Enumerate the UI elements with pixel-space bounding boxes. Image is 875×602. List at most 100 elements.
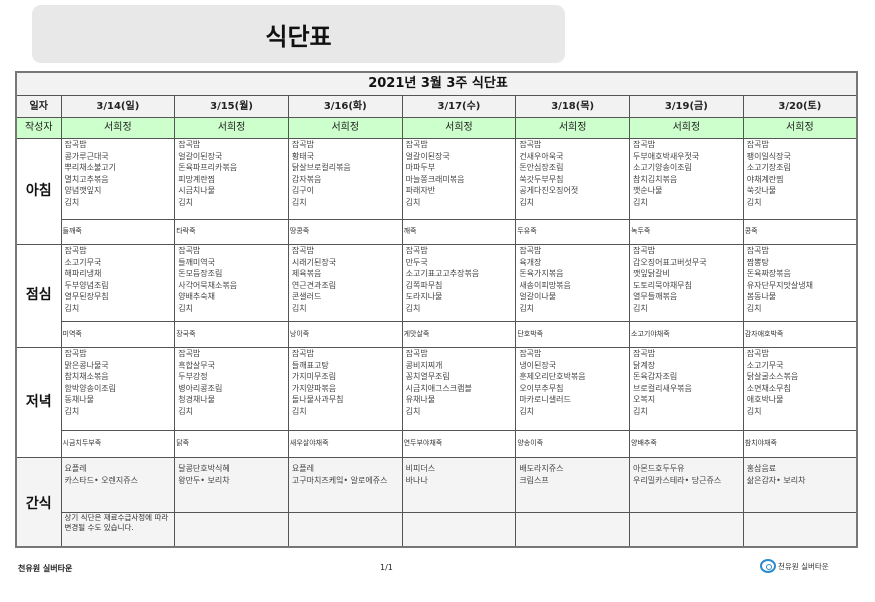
menu-item: 애호박나물	[746, 395, 784, 404]
menu-item: 우리밀카스테라• 당근쥬스	[633, 475, 722, 485]
author-label: 작성자	[15, 117, 62, 139]
menu-item: 김치	[633, 406, 648, 416]
menu-item: 뿌리채소불고기	[64, 163, 117, 172]
menu-item: 건새우아욱국	[519, 151, 564, 161]
menu-item: 잡곡밥	[291, 349, 314, 358]
menu-item: 잡곡밥	[746, 246, 769, 255]
lunch-porridge: 단호박죽	[515, 321, 631, 348]
breakfast-cell: 잡곡밥 얼갈이된장국 마파두부 마늘쫑크래미볶음 파래자반 김치	[401, 138, 517, 220]
dinner-cell: 잡곡밥 소고기무국 닭살굴소스볶음 소면채소무침 애호박나물 김치	[742, 347, 858, 431]
menu-item: 오복지	[633, 395, 656, 404]
menu-item: 삶은감자• 보리차	[746, 475, 806, 485]
dinner-porridge: 시금치두부죽	[60, 430, 176, 458]
menu-item: 돈육파프리카볶음	[178, 163, 238, 172]
menu-item: 얼갈이된장국	[178, 151, 223, 161]
table-title: 2021년 3월 3주 식단표	[15, 71, 858, 96]
menu-item: 김구이	[291, 186, 314, 195]
menu-item: 돌나물사과무침	[291, 395, 344, 404]
menu-item: 잡곡밥	[633, 246, 656, 255]
menu-item: 냉이된장국	[519, 360, 557, 370]
date-header: 3/20(토)	[742, 95, 858, 118]
dinner-cell: 잡곡밥 맑은콩나물국 참치채소볶음 함박양송이조림 동채나물 김치	[60, 347, 176, 431]
menu-item: 콩가루근대국	[64, 151, 109, 161]
breakfast-cell: 잡곡밥 건새우아욱국 돈안심장조림 쑥갓두부무침 공게다진오징어젓 김치	[515, 138, 631, 220]
empty-cell	[174, 512, 289, 548]
dinner-porridge: 닭죽	[174, 430, 289, 458]
menu-item: 깻순나물	[633, 186, 663, 195]
menu-item: 돈육가지볶음	[519, 269, 564, 278]
menu-item: 양념깻잎지	[64, 186, 102, 195]
menu-item: 들깨미역국	[178, 257, 216, 267]
dinner-cell: 잡곡밥 흑합살무국 두부강정 병아리콩조림 청경채나물 김치	[174, 347, 289, 431]
menu-item: 멸치고추볶음	[64, 174, 109, 184]
menu-item: 잡곡밥	[178, 140, 201, 149]
menu-item: 김치	[178, 197, 193, 207]
dinner-porridge: 연두부야채죽	[401, 430, 517, 458]
menu-item: 깻잎닭갈비	[633, 269, 670, 278]
dinner-label: 저녁	[15, 347, 62, 458]
menu-item: 김치	[519, 303, 535, 313]
menu-item: 사각어묵채소볶음	[178, 280, 238, 290]
menu-item: 병아리콩조림	[178, 383, 223, 393]
menu-item: 훈제오리단호박볶음	[519, 372, 586, 381]
lunch-label: 점심	[15, 244, 62, 348]
menu-item: 마카로니샐러드	[519, 395, 571, 404]
menu-item: 잡곡밥	[178, 246, 201, 255]
menu-item: 소고기양송이조림	[633, 163, 692, 172]
menu-item: 야채계란찜	[746, 174, 784, 184]
snack-cell: 아몬드호두두유 우리밀카스테라• 당근쥬스	[629, 457, 744, 513]
footer-org-name: 천유원 실버타운	[18, 564, 73, 573]
menu-item: 꽁치열무조림	[405, 372, 450, 381]
menu-item: 잡곡밥	[519, 246, 542, 255]
menu-item: 소고기표고고추장볶음	[405, 269, 480, 278]
menu-item: 유채나물	[405, 395, 436, 404]
menu-item: 열무들깨볶음	[633, 292, 678, 301]
menu-item: 왕만두• 보리차	[178, 475, 230, 485]
menu-item: 김치	[64, 406, 80, 416]
menu-item: 가지양파볶음	[291, 383, 337, 393]
menu-item: 바나나	[405, 475, 428, 485]
breakfast-cell: 잡곡밥 콩가루근대국 뿌리채소불고기 멸치고추볶음 양념깻잎지 김치	[60, 138, 176, 220]
menu-table: 2021년 3월 3주 식단표 일자 3/14(일) 3/15(월) 3/16(화) 3…	[15, 71, 858, 548]
author-cell: 서희정	[174, 117, 289, 139]
dinner-porridge: 양배추죽	[629, 430, 744, 458]
dinner-porridge: 새우살야채죽	[287, 430, 403, 458]
menu-item: 연근견과조림	[291, 280, 337, 290]
menu-item: 잡곡밥	[746, 349, 769, 358]
lunch-cell: 잡곡밥 육개장 돈육가지볶음 새송이피망볶음 얼갈이나물 김치	[515, 244, 631, 322]
menu-item: 소고기무국	[64, 257, 102, 267]
menu-item: 새송이피망볶음	[519, 280, 571, 290]
menu-item: 잡곡밥	[519, 349, 542, 358]
lunch-porridge: 장국죽	[174, 321, 289, 348]
menu-item: 김치	[64, 303, 80, 313]
page-title-box: 식단표	[32, 5, 565, 63]
menu-item: 시래기된장국	[291, 257, 337, 267]
date-header: 3/16(화)	[287, 95, 403, 118]
author-cell: 서희정	[287, 117, 403, 139]
menu-item: 김치	[405, 303, 421, 313]
date-header: 3/15(월)	[174, 95, 289, 118]
lunch-porridge: 미역죽	[60, 321, 176, 348]
snack-label: 간식	[15, 457, 62, 548]
menu-item: 감자볶음	[291, 174, 322, 184]
dinner-cell: 잡곡밥 들깨표고탕 가지미무조림 가지양파볶음 돌나물사과무침 김치	[287, 347, 403, 431]
menu-item: 잡곡밥	[64, 140, 87, 149]
date-label: 일자	[15, 95, 62, 118]
date-header: 3/18(목)	[515, 95, 631, 118]
breakfast-cell: 잡곡밥 황태국 닭살브로컬리볶음 감자볶음 김구이 김치	[287, 138, 403, 220]
lunch-cell: 잡곡밥 시래기된장국 제육볶음 연근견과조림 콘샐러드 김치	[287, 244, 403, 322]
lunch-cell: 잡곡밥 갑오징어표고버섯무국 깻잎닭갈비 도토리묵야채무침 열무들깨볶음 김치	[629, 244, 744, 322]
menu-item: 김치	[519, 406, 535, 416]
menu-item: 양배추숙채	[178, 292, 216, 301]
menu-item: 잡곡밥	[291, 246, 314, 255]
empty-cell	[287, 512, 403, 548]
menu-item: 만두국	[405, 257, 428, 267]
snack-cell: 요플레 고구마치즈케잌• 알로에쥬스	[287, 457, 403, 513]
author-cell: 서희정	[742, 117, 858, 139]
date-header: 3/14(일)	[60, 95, 176, 118]
logo-text: 천유원 실버타운	[778, 561, 829, 571]
breakfast-porridge: 녹두죽	[629, 219, 744, 245]
breakfast-porridge: 타락죽	[174, 219, 289, 245]
menu-item: 김치	[405, 197, 421, 207]
menu-item: 김치	[291, 303, 307, 313]
